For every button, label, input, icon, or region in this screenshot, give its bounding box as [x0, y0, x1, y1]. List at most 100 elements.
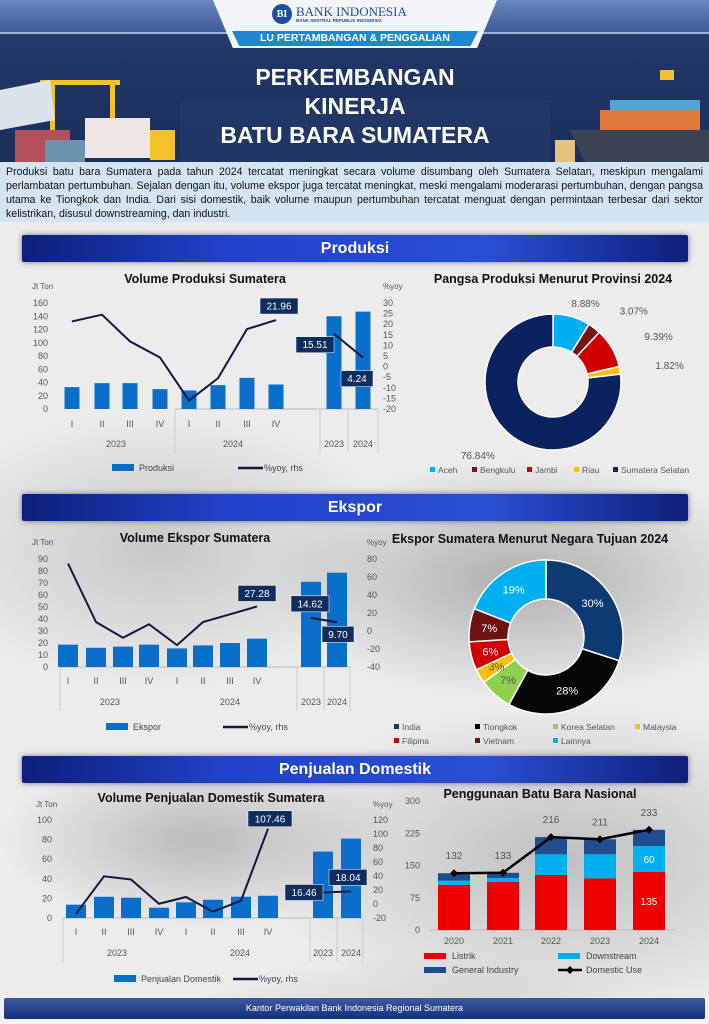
legend-label: Lainnya — [561, 736, 591, 746]
x-tick-label: II — [200, 676, 205, 686]
domestic-use-marker — [499, 868, 507, 877]
legend-label: Domestic Use — [586, 965, 642, 975]
x-tick-label: 2023 — [590, 936, 610, 946]
ekspor-combo-chart: Volume Ekspor Sumatera Jt Ton %yoy 0 10 20 30 4… — [32, 531, 387, 732]
bar-annual — [327, 572, 347, 667]
domestik-combo-chart: Volume Penjualan Domestik Sumatera Jt Ton… — [36, 791, 393, 984]
y-tick-label: 0 — [47, 913, 52, 923]
bar-annual — [355, 311, 371, 409]
x-tick-label: II — [93, 676, 98, 686]
stacked-bar-general-industry — [633, 829, 665, 847]
legend-label: Riau — [582, 465, 600, 475]
legend-label-bar: Ekspor — [133, 722, 161, 732]
slice-label: 7% — [481, 623, 497, 635]
donut-slice-india — [545, 559, 624, 662]
data-label-box — [259, 297, 299, 315]
y2-tick-label: 120 — [373, 815, 388, 825]
chart-title: Volume Produksi Sumatera — [124, 272, 287, 286]
x-tick-label: III — [126, 419, 134, 429]
stacked-bar-listrik — [633, 871, 665, 930]
stacked-bar-listrik — [487, 881, 519, 930]
legend-label: Downstream — [586, 951, 637, 961]
intro-paragraph: Produksi batu bara Sumatera pada tahun 2… — [0, 162, 709, 222]
y2-tick-label: 30 — [383, 298, 393, 308]
y-tick-label: 100 — [33, 338, 48, 348]
legend-label-line: %yoy, rhs — [259, 974, 298, 984]
footer-text: Kantor Perwakilan Bank Indonesia Regiona… — [4, 998, 705, 1019]
legend-label-line: %yoy, rhs — [249, 722, 288, 732]
y-tick-label: 80 — [42, 835, 52, 845]
data-label: 4.24 — [347, 374, 367, 385]
title-line: BATU BARA SUMATERA — [220, 122, 490, 148]
slice-label: 19% — [503, 584, 525, 596]
y2-tick-label: 0 — [383, 362, 388, 372]
chart-title: Ekspor Sumatera Menurut Negara Tujuan 20… — [392, 532, 668, 546]
stacked-bar-downstream — [584, 854, 616, 879]
stacked-bar-listrik — [584, 878, 616, 930]
y2-tick-label: 20 — [367, 608, 377, 618]
bar-quarter — [113, 646, 133, 667]
logo-subtitle: BANK SENTRAL REPUBLIK INDONESIA — [296, 18, 382, 23]
y2-tick-label: 100 — [373, 829, 388, 839]
y-tick-label: 50 — [38, 602, 48, 612]
stacked-bar-listrik — [438, 884, 470, 930]
y-axis-label: Jt Ton — [36, 800, 57, 809]
y-tick-label: 300 — [405, 796, 420, 806]
bar-quarter — [86, 647, 106, 667]
bar-quarter — [258, 895, 278, 918]
yoy-line-annual — [322, 890, 352, 894]
x-annual-label: 2024 — [353, 439, 373, 449]
legend-swatch — [613, 467, 618, 472]
x-group-label: 2023 — [100, 697, 120, 707]
legend-swatch — [475, 738, 480, 743]
legend-label: General Industry — [452, 965, 519, 975]
x-group-label: 2024 — [220, 697, 240, 707]
yoy-line-quarterly — [67, 563, 258, 647]
y-tick-label: 80 — [38, 351, 48, 361]
y2-axis-label: %yoy — [367, 538, 387, 547]
x-tick-label: III — [127, 927, 135, 937]
legend-label: India — [402, 722, 421, 732]
y2-tick-label: -40 — [367, 662, 380, 672]
data-label-box — [321, 626, 355, 643]
nasional-stacked-chart: Penggunaan Batu Bara Nasional 0 75 150 225 30… — [405, 787, 675, 975]
chart-title: Pangsa Produksi Menurut Provinsi 2024 — [434, 272, 672, 286]
x-tick-label: I — [176, 676, 179, 686]
y2-tick-label: 0 — [373, 899, 378, 909]
bar-quarter — [152, 389, 168, 409]
y-tick-label: 30 — [38, 626, 48, 636]
bar-quarter — [210, 385, 226, 409]
bar-quarter — [121, 897, 141, 918]
slice-label: 76.84% — [461, 451, 495, 462]
port-illustration-icon — [0, 70, 709, 162]
data-label-box — [237, 585, 277, 602]
total-label: 132 — [446, 851, 463, 862]
sector-label: LU PERTAMBANGAN & PENGGALIAN — [232, 31, 478, 46]
yoy-line-quarterly — [71, 313, 277, 402]
bar-quarter — [167, 648, 187, 667]
x-annual-label: 2023 — [301, 697, 321, 707]
x-annual-label: 2024 — [327, 697, 347, 707]
legend-swatch — [574, 467, 579, 472]
bar-quarter — [64, 387, 80, 409]
title-line: PERKEMBANGAN — [255, 64, 455, 90]
legend-swatch — [553, 738, 558, 743]
legend-label: Bengkulu — [480, 465, 516, 475]
data-label-box — [247, 810, 293, 828]
y2-axis-label: %yoy — [383, 282, 403, 291]
legend-label-line: %yoy, rhs — [264, 463, 303, 473]
x-tick-label: III — [243, 419, 251, 429]
produksi-donut-chart: Pangsa Produksi Menurut Provinsi 2024 8.8… — [430, 272, 689, 475]
y2-tick-label: 40 — [373, 871, 383, 881]
total-label: 133 — [495, 851, 512, 862]
stacked-bar-downstream — [535, 854, 567, 875]
y-tick-label: 60 — [38, 364, 48, 374]
bar-quarter — [220, 643, 240, 667]
legend-label: Listrik — [452, 951, 476, 961]
y2-tick-label: 20 — [383, 319, 393, 329]
bar-quarter — [203, 899, 223, 918]
data-label-box — [340, 370, 374, 387]
bar-quarter — [239, 377, 255, 409]
x-tick-label: IV — [156, 419, 165, 429]
y-tick-label: 70 — [38, 578, 48, 588]
